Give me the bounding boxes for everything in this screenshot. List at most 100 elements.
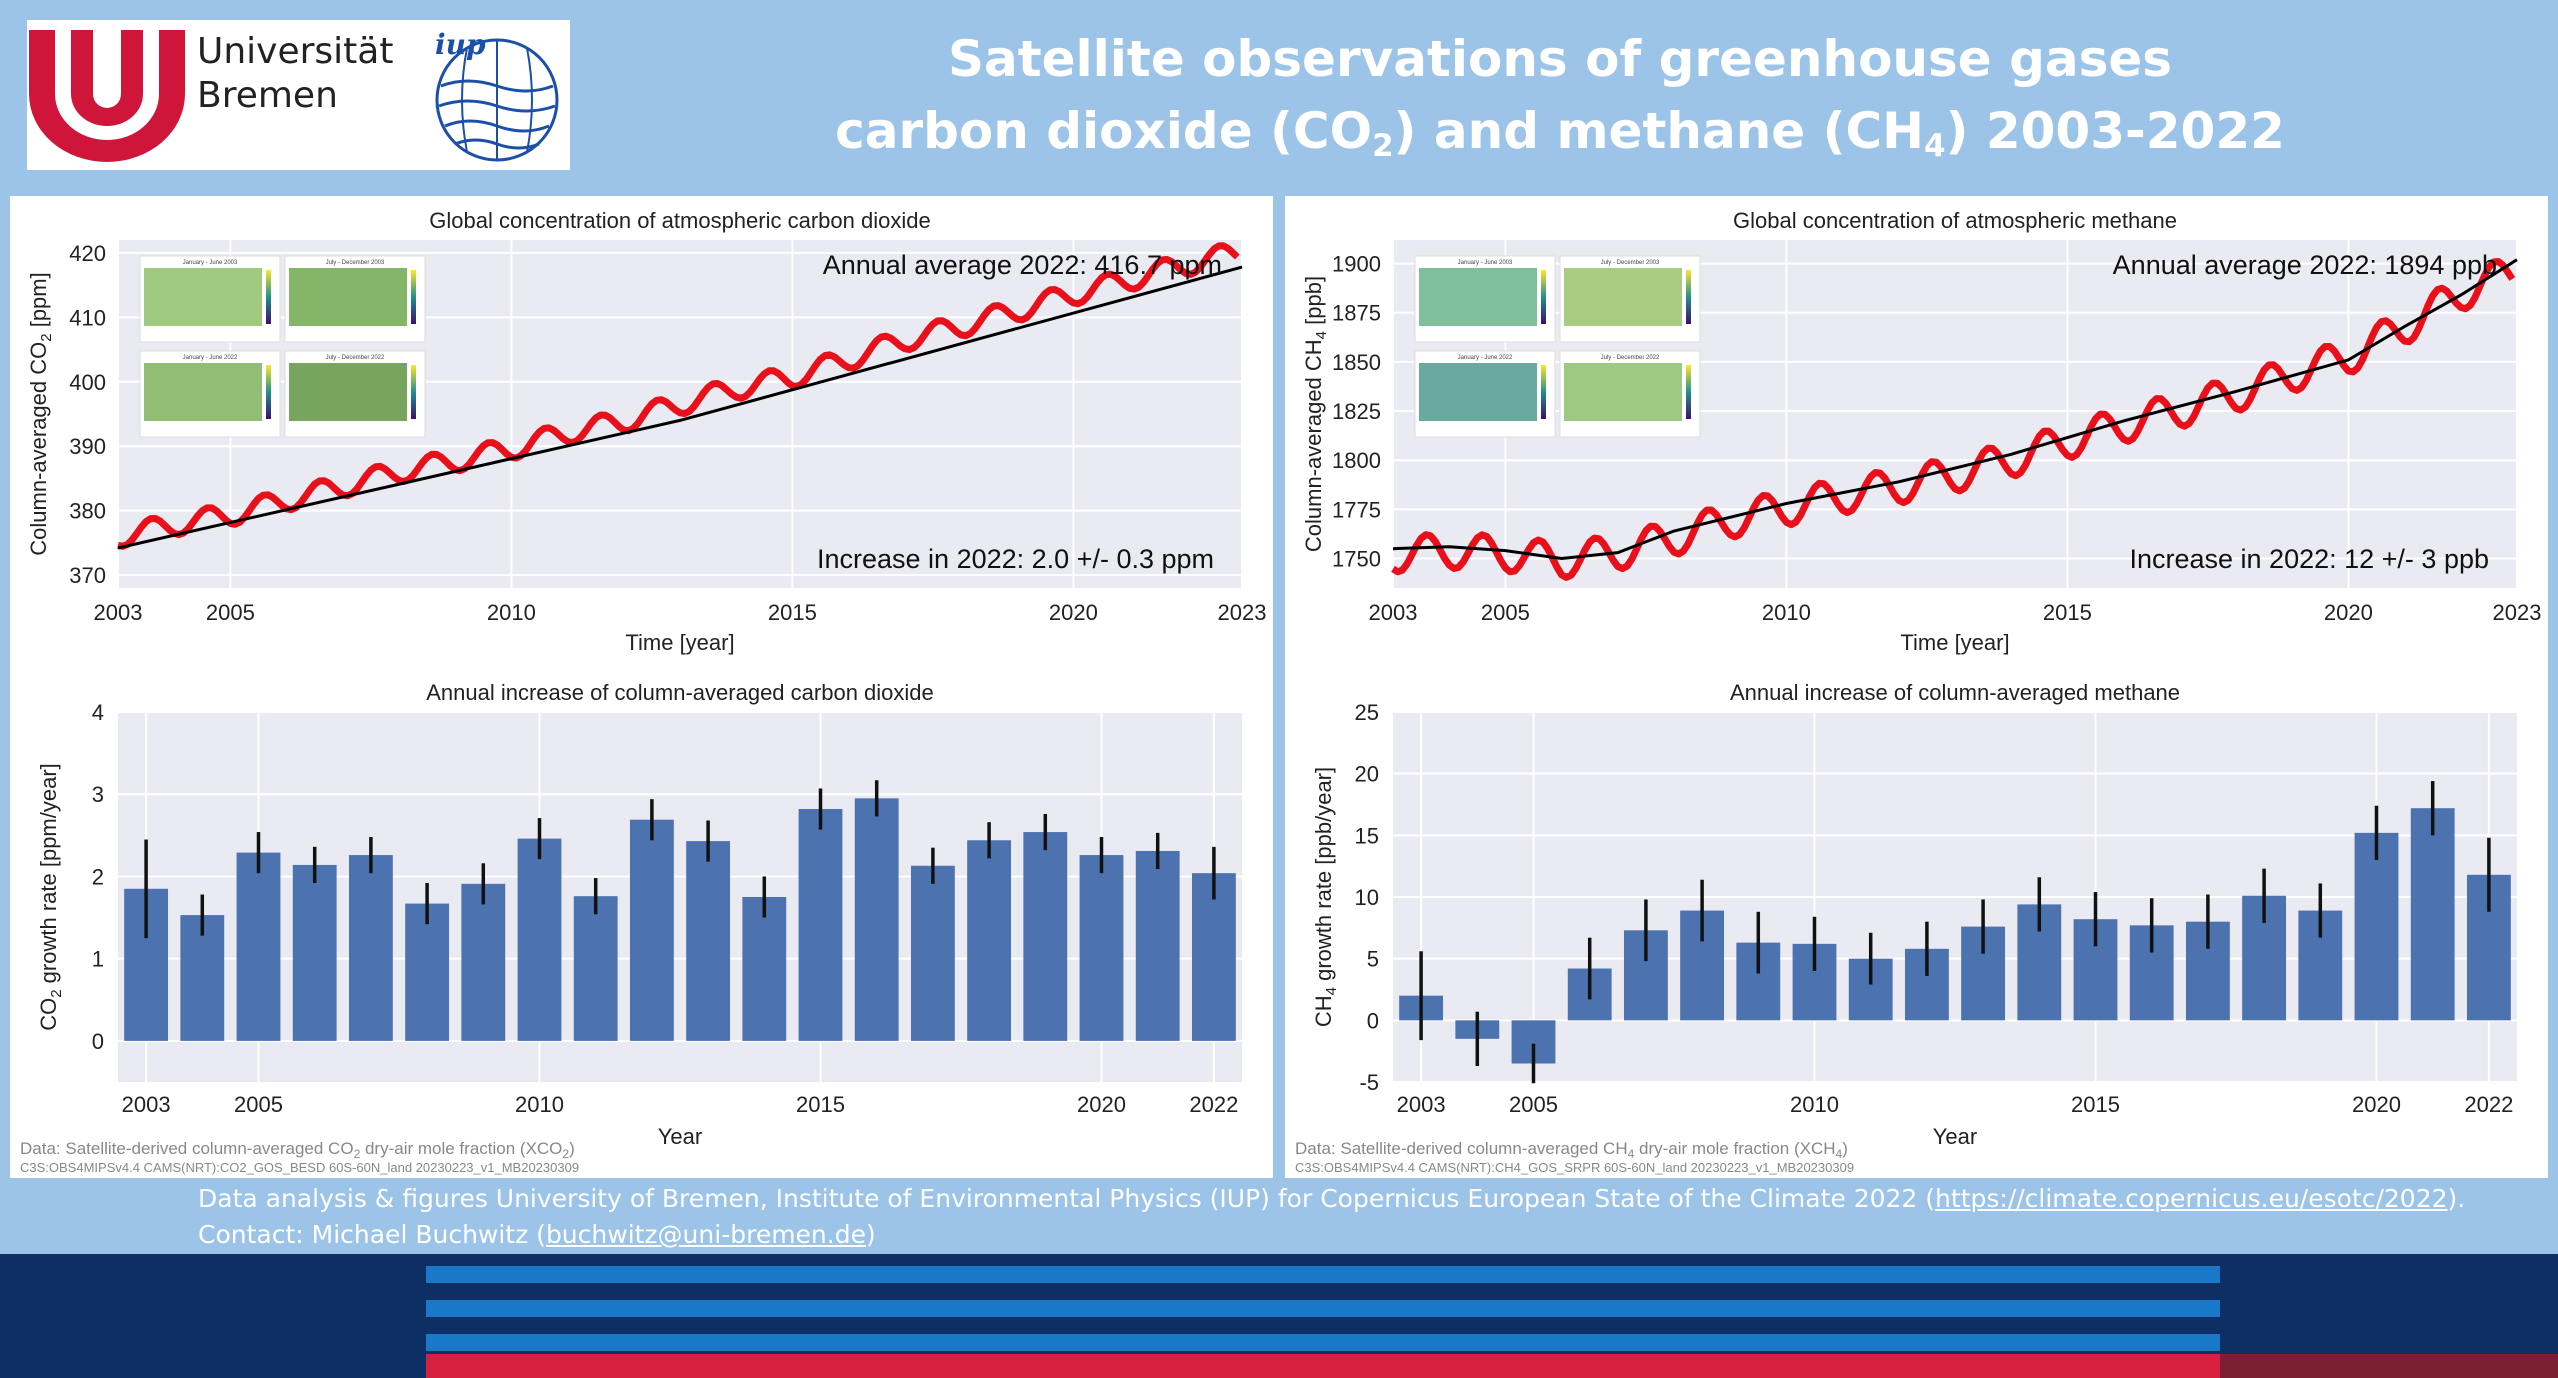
co2-bar-x-tick: 2022 xyxy=(1189,1092,1238,1117)
co2-bar-bar xyxy=(798,809,843,1041)
co2-bar-x-tick: 2003 xyxy=(122,1092,171,1117)
ch4-inset-map-title: July - December 2022 xyxy=(1601,355,1660,361)
co2-line-x-tick: 2015 xyxy=(768,600,817,625)
co2-line-y-tick: 400 xyxy=(69,370,106,395)
co2-inset-map xyxy=(144,268,262,326)
banner-stripe xyxy=(426,1266,2220,1283)
contact-email-link[interactable]: buchwitz@uni-bremen.de xyxy=(545,1220,866,1249)
ch4-line-title: Global concentration of atmospheric meth… xyxy=(1733,208,2177,233)
ch4-bar-x-tick: 2015 xyxy=(2071,1092,2120,1117)
copernicus-link[interactable]: https://climate.copernicus.eu/esotc/2022 xyxy=(1935,1184,2448,1213)
co2-line-y-tick: 410 xyxy=(69,305,106,330)
co2-bar-plot-area xyxy=(118,712,1242,1082)
university-name: Universität xyxy=(197,31,394,72)
co2-bar-bar xyxy=(629,819,674,1041)
co2-inset-map-title: July - December 2003 xyxy=(326,260,385,266)
ch4-inset-map-title: January - June 2022 xyxy=(1458,355,1513,361)
co2-line-y-tick: 390 xyxy=(69,434,106,459)
ch4-line-y-label: Column-averaged CH4 [ppb] xyxy=(1301,276,1330,552)
ch4-inset-colorbar xyxy=(1541,270,1546,324)
ch4-line-y-tick: 1775 xyxy=(1332,497,1381,522)
ch4-inset-colorbar xyxy=(1541,365,1546,419)
globe-icon xyxy=(435,38,559,162)
co2-source-note: Data: Satellite-derived column-averaged … xyxy=(20,1139,575,1161)
co2-line-y-tick: 370 xyxy=(69,563,106,588)
ch4-bar-y-tick: 20 xyxy=(1355,762,1379,787)
ch4-line-x-tick: 2005 xyxy=(1481,600,1530,625)
ch4-line-x-tick: 2015 xyxy=(2043,600,2092,625)
co2-bar-bar xyxy=(910,865,955,1041)
ch4-bar-y-tick: 5 xyxy=(1367,947,1379,972)
co2-bar-bar xyxy=(180,915,225,1041)
ch4-bar-x-label: Year xyxy=(1933,1124,1977,1149)
co2-source-id: C3S:OBS4MIPSv4.4 CAMS(NRT):CO2_GOS_BESD … xyxy=(20,1160,579,1175)
ch4-bar-x-tick: 2005 xyxy=(1509,1092,1558,1117)
co2-line-trend-line xyxy=(117,265,1243,550)
ch4-inset-colorbar xyxy=(1686,270,1691,324)
co2-bar-bar xyxy=(348,855,393,1041)
ch4-line-y-tick: 1900 xyxy=(1332,252,1381,277)
co2-bar-bar xyxy=(686,841,731,1041)
ch4-source-note: Data: Satellite-derived column-averaged … xyxy=(1295,1139,1848,1161)
ch4-inset-map xyxy=(1419,363,1537,421)
logo-box: Universität Bremen iup xyxy=(27,20,570,170)
footer-credit: Data analysis & figures University of Br… xyxy=(198,1184,2466,1213)
co2-bar-y-tick: 0 xyxy=(92,1029,104,1054)
ch4-line-x-tick: 2020 xyxy=(2324,600,2373,625)
co2-bar-bar xyxy=(1135,850,1180,1041)
co2-inset-colorbar xyxy=(411,270,416,324)
page-title-line2: carbon dioxide (CO2) and methane (CH4) 2… xyxy=(835,102,2285,164)
co2-bar-x-tick: 2020 xyxy=(1077,1092,1126,1117)
co2-line-annotation-average: Annual average 2022: 416.7 ppm xyxy=(823,250,1222,280)
ch4-bar-y-tick: 10 xyxy=(1355,885,1379,910)
banner-stripe xyxy=(426,1300,2220,1317)
co2-bar-bar xyxy=(1191,873,1236,1041)
co2-line-x-tick: 2020 xyxy=(1049,600,1098,625)
co2-line-x-label: Time [year] xyxy=(625,630,734,655)
ch4-inset-maps: January - June 2003 July - December 2003 J… xyxy=(1414,255,1701,438)
co2-inset-map-title: January - June 2022 xyxy=(183,355,238,361)
co2-line-observed-line xyxy=(117,242,1240,550)
ch4-line-x-tick: 2003 xyxy=(1369,600,1418,625)
co2-bar-bar xyxy=(517,838,562,1041)
ch4-source-id: C3S:OBS4MIPSv4.4 CAMS(NRT):CH4_GOS_SRPR … xyxy=(1295,1160,1854,1175)
ch4-line-y-tick: 1875 xyxy=(1332,301,1381,326)
ch4-bar-y-tick: 0 xyxy=(1367,1008,1379,1033)
banner-stripe xyxy=(426,1334,2220,1351)
co2-bar-bar xyxy=(461,883,506,1041)
university-wordmark: Universität Bremen xyxy=(197,30,393,118)
ch4-line-x-tick: 2010 xyxy=(1762,600,1811,625)
ch4-line-annotation-increase: Increase in 2022: 12 +/- 3 ppb xyxy=(2129,544,2489,574)
ch4-panel: Data: Satellite-derived column-averaged … xyxy=(1285,196,2548,1178)
co2-bar-bar xyxy=(405,903,450,1041)
ch4-line-y-tick: 1750 xyxy=(1332,547,1381,572)
banner-red-stripe xyxy=(426,1354,2558,1378)
ch4-line-trend-line xyxy=(1392,258,2518,561)
co2-bar-bar xyxy=(573,896,618,1041)
university-city: Bremen xyxy=(197,75,338,116)
co2-figure: Data: Satellite-derived column-averaged … xyxy=(20,208,1266,1175)
co2-bar-bar xyxy=(967,840,1012,1041)
ch4-line-y-tick: 1800 xyxy=(1332,448,1381,473)
ch4-inset-map xyxy=(1564,268,1682,326)
ch4-bar-y-label: CH4 growth rate [ppb/year] xyxy=(1311,767,1340,1027)
footer-contact: Contact: Michael Buchwitz (buchwitz@uni-… xyxy=(198,1220,876,1249)
co2-line-y-label: Column-averaged CO2 [ppm] xyxy=(26,272,55,555)
ch4-inset-map xyxy=(1419,268,1537,326)
co2-bar-y-tick: 4 xyxy=(92,700,104,725)
co2-bar-bar xyxy=(854,798,899,1041)
co2-bar-title: Annual increase of column-averaged carbo… xyxy=(426,680,934,705)
co2-inset-map xyxy=(289,268,407,326)
ch4-line-y-tick: 1850 xyxy=(1332,350,1381,375)
co2-line-x-tick: 2005 xyxy=(206,600,255,625)
ch4-bar-bar xyxy=(2354,832,2399,1021)
co2-bar-y-tick: 2 xyxy=(92,864,104,889)
co2-bar-x-tick: 2010 xyxy=(515,1092,564,1117)
co2-inset-map-title: January - June 2003 xyxy=(183,260,238,266)
ch4-line-annotation-average: Annual average 2022: 1894 ppb xyxy=(2113,250,2497,280)
co2-bar-bar xyxy=(292,864,337,1041)
institute-logo-text: iup xyxy=(435,28,486,61)
ch4-bar-bar xyxy=(2410,808,2455,1021)
co2-bar-bar xyxy=(1023,832,1068,1041)
co2-line-x-tick: 2010 xyxy=(487,600,536,625)
